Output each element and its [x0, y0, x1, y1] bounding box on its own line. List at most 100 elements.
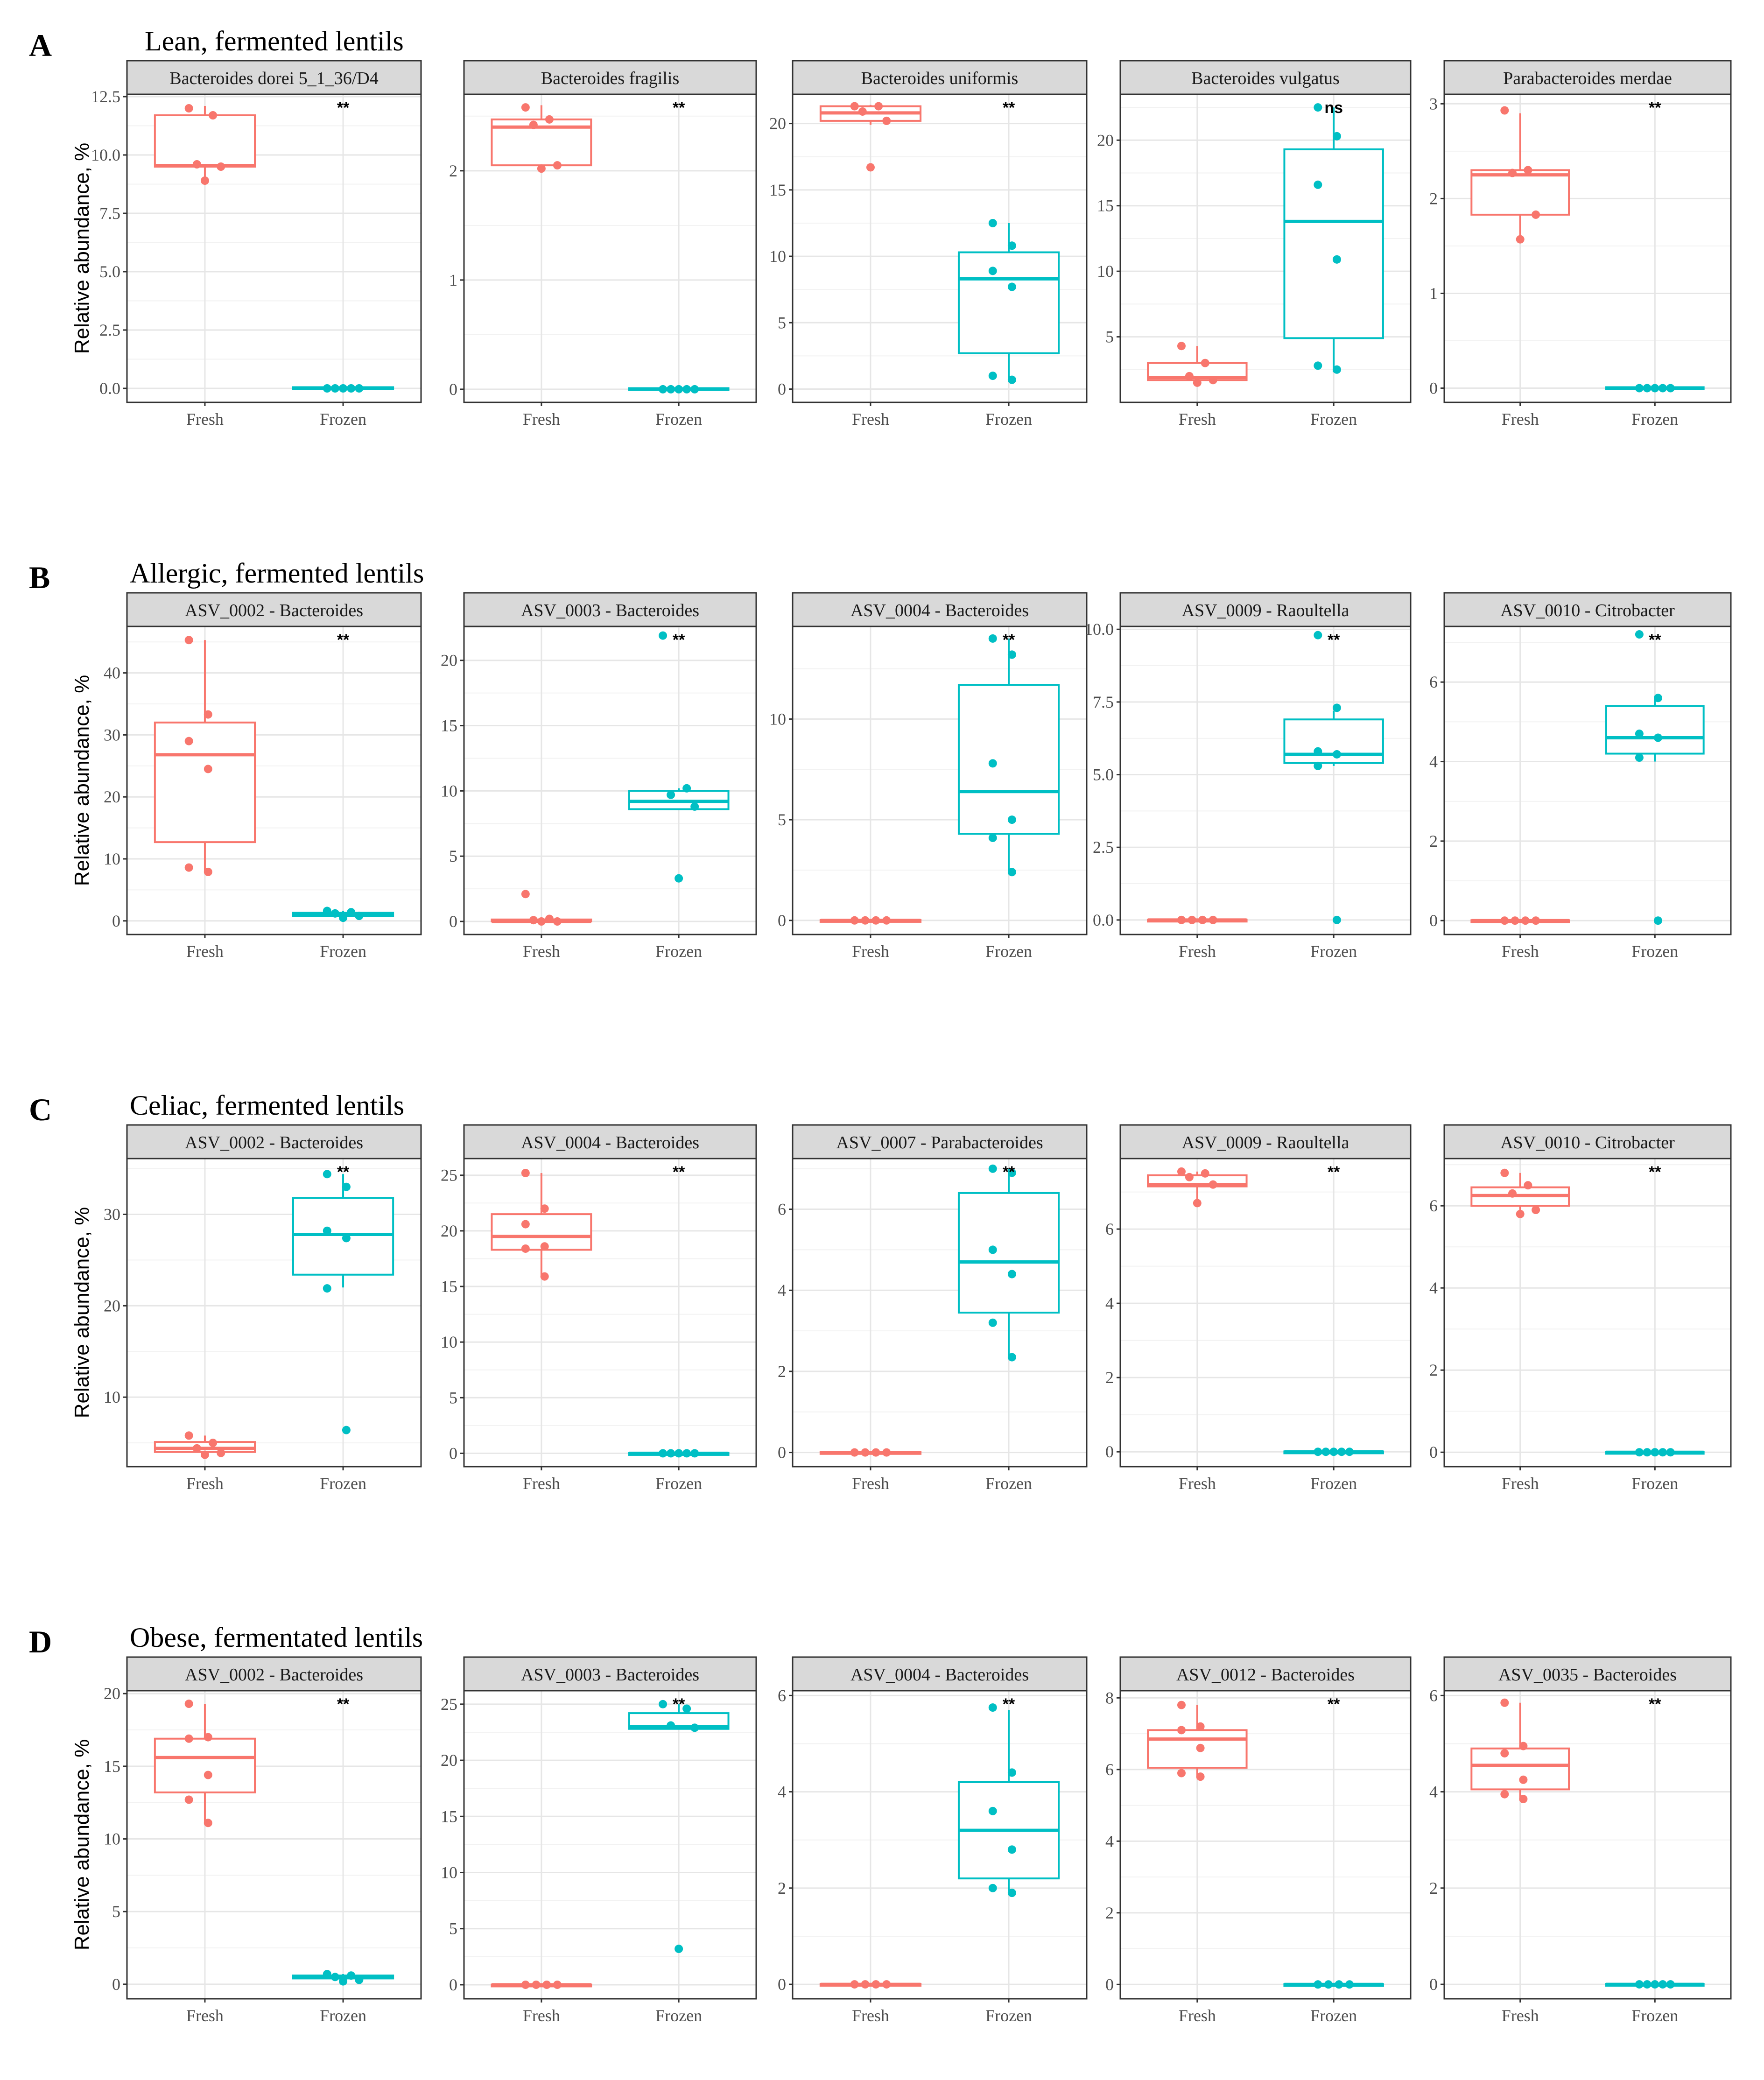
data-point	[339, 384, 348, 393]
y-tick-label: 2	[1429, 189, 1438, 208]
data-point	[1511, 916, 1519, 925]
data-point	[659, 385, 668, 394]
box-iqr	[957, 684, 1060, 835]
x-tick-label: Fresh	[852, 2006, 889, 2025]
data-point	[871, 1980, 880, 1989]
data-point	[858, 107, 867, 116]
box-iqr	[154, 721, 256, 843]
data-point	[1332, 915, 1341, 924]
significance-label: ns	[1324, 99, 1343, 117]
y-tick-label: 15	[441, 1277, 457, 1296]
panel-title: Bacteroides dorei 5_1_36/D4	[169, 69, 378, 88]
x-tick-label: Fresh	[523, 2006, 560, 2025]
panel-title: Bacteroides fragilis	[541, 69, 680, 88]
panel: ASV_0009 - Raoultella 0.0 2.5 5.0 7.5 10.0 ** F…	[1084, 592, 1412, 961]
y-tick-label: 4	[1429, 1783, 1438, 1801]
y-axis-label: Relative abundance, %	[70, 675, 93, 886]
data-point	[323, 384, 331, 393]
box-frozen	[1283, 1448, 1384, 1456]
box-frozen	[292, 1170, 394, 1434]
data-point	[988, 1883, 997, 1892]
panel-title: ASV_0002 - Bacteroides	[185, 1133, 363, 1152]
data-point	[540, 1272, 549, 1281]
data-point	[1193, 378, 1202, 387]
y-tick-label: 6	[778, 1686, 786, 1705]
data-point	[1658, 384, 1667, 393]
y-axis-label: Relative abundance, %	[70, 143, 93, 354]
y-tick-label: 0	[1429, 1443, 1438, 1462]
panel-strip	[792, 60, 1088, 95]
box-fresh	[1470, 1168, 1570, 1218]
x-tick-label: Fresh	[186, 942, 224, 961]
data-point	[1643, 384, 1652, 393]
box-iqr	[957, 1192, 1060, 1314]
data-point	[323, 1226, 331, 1235]
data-point	[1332, 703, 1341, 712]
data-point	[1007, 1270, 1016, 1279]
data-point	[988, 833, 997, 842]
data-point	[330, 384, 339, 393]
x-tick-label: Frozen	[320, 1474, 366, 1493]
y-tick-label: 5	[449, 847, 457, 865]
data-point	[1185, 372, 1194, 380]
section-title: Allergic, fermented lentils	[130, 558, 424, 589]
data-point	[1177, 342, 1186, 351]
data-point	[1007, 815, 1016, 824]
data-point	[1201, 358, 1209, 367]
panel-strip	[1443, 592, 1732, 627]
data-point	[184, 1734, 193, 1743]
data-point	[542, 1980, 551, 1989]
data-point	[347, 384, 356, 393]
significance-label: **	[1003, 631, 1015, 649]
section-title: Celiac, fermented lentils	[130, 1090, 404, 1121]
panel-title: ASV_0009 - Raoultella	[1182, 1133, 1349, 1152]
y-axis-label: Relative abundance, %	[70, 1739, 93, 1951]
data-point	[659, 1700, 668, 1708]
panel: ASV_0002 - Bacteroides 0 5 10 15 20 ** Fresh Fro…	[104, 1656, 422, 2025]
data-point	[1007, 241, 1016, 250]
data-point	[553, 161, 562, 170]
data-point	[1314, 1448, 1322, 1456]
data-point	[690, 802, 699, 811]
y-tick-label: 12.5	[91, 87, 120, 106]
data-point	[1321, 1448, 1330, 1456]
data-point	[1658, 1448, 1667, 1457]
y-tick-label: 20	[104, 1296, 120, 1315]
data-point	[355, 384, 364, 393]
data-point	[861, 1980, 870, 1989]
y-tick-label: 0.0	[99, 379, 120, 398]
significance-label: **	[1003, 1695, 1015, 1713]
data-point	[1324, 1980, 1333, 1989]
data-point	[1532, 210, 1540, 219]
data-point	[861, 1448, 870, 1457]
data-point	[659, 1449, 668, 1458]
panel-title: Parabacteroides merdae	[1503, 69, 1672, 88]
panel-frame	[126, 1158, 422, 1468]
significance-label: **	[1649, 1695, 1661, 1713]
panel-strip	[126, 60, 422, 95]
data-point	[682, 1449, 691, 1458]
y-tick-label: 30	[104, 725, 120, 744]
data-point	[1500, 1168, 1509, 1177]
panel: ASV_0004 - Bacteroides 0 5 10 ** Fresh Frozen	[769, 592, 1088, 961]
data-point	[200, 1450, 209, 1459]
data-point	[1332, 750, 1341, 759]
panel: Parabacteroides merdae 0 1 2 3 ** Fresh Frozen	[1429, 60, 1732, 429]
x-tick-label: Frozen	[1631, 942, 1678, 961]
data-point	[184, 1431, 193, 1440]
y-tick-label: 0	[112, 1975, 120, 1994]
box-frozen	[628, 385, 730, 394]
data-point	[1209, 376, 1217, 385]
x-tick-label: Fresh	[523, 410, 560, 429]
panel-title: ASV_0010 - Citrobacter	[1500, 601, 1675, 620]
data-point	[1519, 1795, 1528, 1804]
box-fresh	[154, 104, 256, 185]
section-title: Obese, fermentated lentils	[130, 1622, 423, 1653]
data-point	[1658, 1980, 1667, 1989]
x-tick-label: Fresh	[1179, 942, 1216, 961]
significance-label: **	[1003, 1163, 1015, 1181]
data-point	[330, 1973, 339, 1982]
section-letter: B	[29, 560, 50, 595]
box-frozen	[1283, 103, 1384, 374]
y-tick-label: 7.5	[1093, 693, 1114, 711]
